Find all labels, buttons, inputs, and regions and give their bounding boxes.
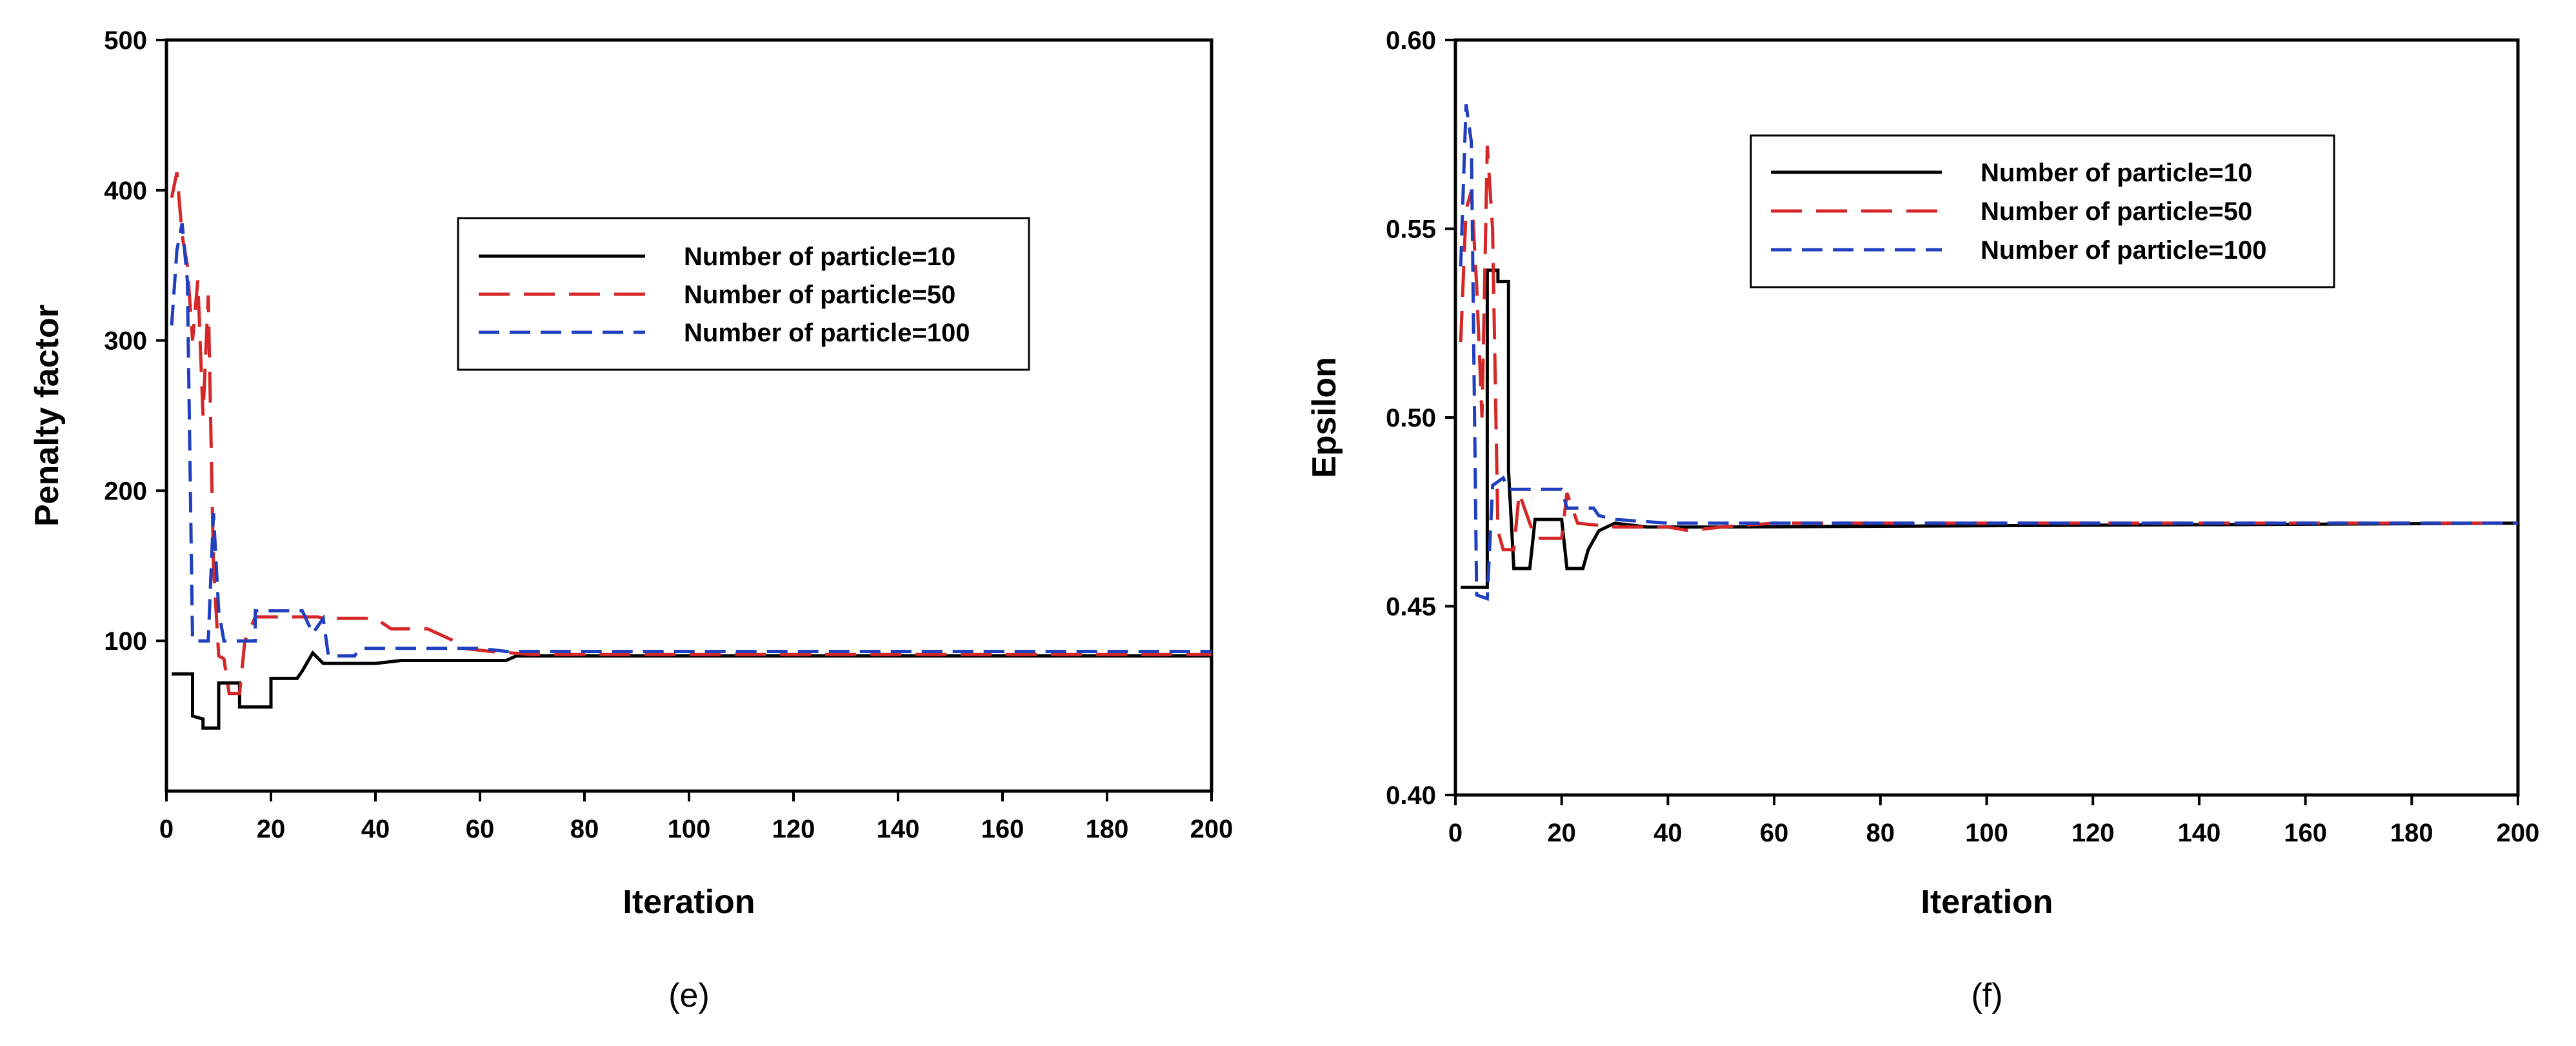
chart-e: 0 20 40 60 80 100 120 140 160 180 200 100 200 300 400 5…	[28, 26, 1233, 1014]
y-tick-label: 0.55	[1386, 216, 1436, 244]
x-tick-label: 160	[2284, 819, 2327, 847]
series-line-0	[172, 650, 1212, 730]
x-tick-label: 0	[1448, 819, 1463, 847]
legend-label-10: Number of particle=10	[1981, 159, 2252, 187]
panel-caption: (f)	[1971, 977, 2002, 1014]
legend-label-100: Number of particle=100	[684, 319, 970, 347]
y-tick-label: 500	[104, 26, 147, 55]
legend-box	[1750, 134, 2335, 288]
panel-caption: (e)	[668, 977, 710, 1014]
x-tick-label: 120	[2072, 819, 2115, 847]
y-tick-label: 100	[104, 627, 147, 656]
x-tick-label: 80	[570, 815, 599, 843]
y-tick-label: 0.40	[1386, 781, 1436, 810]
x-tick-label: 140	[2178, 819, 2221, 847]
plot-frame	[165, 38, 1213, 793]
x-tick-label: 160	[981, 815, 1024, 843]
x-tick-label: 100	[668, 815, 711, 843]
y-tick-label: 0.60	[1386, 26, 1436, 55]
y-tick-label: 0.50	[1386, 404, 1436, 432]
y-tick-label: 200	[104, 477, 147, 505]
x-axis-label: Iteration	[623, 883, 755, 921]
series-line-0	[1461, 268, 2519, 589]
x-tick-label: 180	[1086, 815, 1129, 843]
x-tick-label: 200	[2497, 819, 2540, 847]
legend-label-100: Number of particle=100	[1981, 236, 2267, 265]
x-tick-label: 60	[466, 815, 495, 843]
series-line-1	[170, 172, 1212, 696]
legend-label-10: Number of particle=10	[684, 243, 955, 271]
legend-label-50: Number of particle=50	[1981, 197, 2252, 226]
x-tick-label: 100	[1965, 819, 2008, 847]
legend: Number of particle=10 Number of particle…	[1750, 134, 2335, 288]
x-tick-label: 120	[772, 815, 815, 843]
x-tick-label: 40	[361, 815, 390, 843]
x-tick-label: 0	[159, 815, 174, 843]
legend-label-50: Number of particle=50	[684, 281, 955, 309]
y-tick-label: 300	[104, 327, 147, 356]
x-tick-label: 180	[2390, 819, 2433, 847]
y-axis-label: Penalty factor	[28, 305, 66, 527]
series-line-2	[1459, 104, 2518, 601]
x-tick-label: 20	[1547, 819, 1576, 847]
x-axis-label: Iteration	[1921, 883, 2053, 921]
x-tick-label: 20	[257, 815, 286, 843]
x-tick-label: 80	[1866, 819, 1895, 847]
x-tick-label: 200	[1190, 815, 1233, 843]
legend: Number of particle=10 Number of particle…	[457, 217, 1030, 371]
x-tick-label: 60	[1760, 819, 1789, 847]
x-tick-label: 140	[877, 815, 920, 843]
chart-f: 0 20 40 60 80 100 120 140 160 180 200 0.40 0.45 0.50 0…	[1306, 26, 2539, 1014]
y-tick-label: 400	[104, 177, 147, 205]
x-tick-label: 40	[1653, 819, 1682, 847]
y-tick-label: 0.45	[1386, 593, 1436, 621]
series-line-1	[1459, 145, 2518, 552]
series-line-2	[170, 223, 1212, 658]
y-axis-label: Epsilon	[1306, 357, 1343, 478]
